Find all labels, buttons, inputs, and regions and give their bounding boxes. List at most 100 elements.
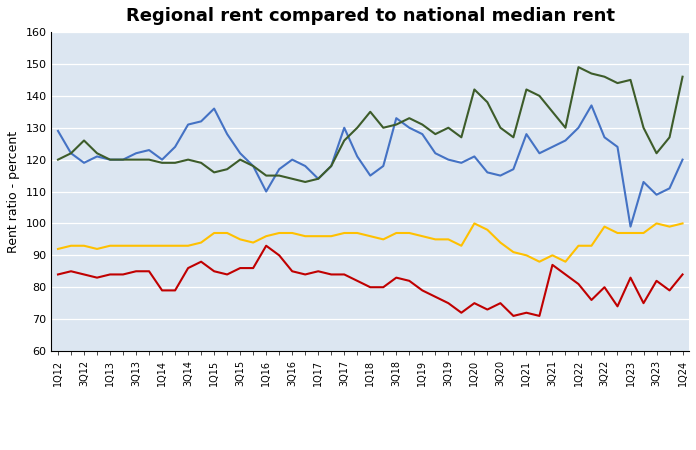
South	[353, 230, 361, 236]
South	[80, 243, 88, 248]
Northeast	[366, 173, 374, 178]
South	[158, 243, 166, 248]
Midwest	[262, 243, 270, 248]
South	[93, 246, 101, 252]
South	[496, 240, 505, 245]
Northeast	[249, 163, 258, 169]
Midwest	[640, 301, 648, 306]
Northeast	[236, 151, 244, 156]
West	[106, 157, 114, 162]
South	[210, 230, 219, 236]
South	[587, 243, 596, 248]
Northeast	[626, 224, 635, 230]
West	[535, 93, 544, 99]
Midwest	[314, 269, 322, 274]
Northeast	[561, 138, 569, 143]
Northeast	[613, 144, 622, 149]
South	[509, 249, 518, 255]
West	[158, 160, 166, 166]
Northeast	[483, 170, 491, 175]
West	[470, 87, 479, 92]
West	[301, 179, 310, 184]
West	[457, 135, 466, 140]
Line: Midwest: Midwest	[58, 246, 683, 316]
Northeast	[314, 176, 322, 181]
Northeast	[67, 151, 75, 156]
Northeast	[652, 192, 661, 198]
Northeast	[184, 122, 192, 127]
South	[626, 230, 635, 236]
Midwest	[405, 278, 413, 284]
Northeast	[444, 157, 452, 162]
West	[119, 157, 127, 162]
South	[418, 234, 427, 239]
Midwest	[158, 288, 166, 293]
Midwest	[171, 288, 180, 293]
Midwest	[132, 269, 140, 274]
Northeast	[132, 151, 140, 156]
West	[262, 173, 270, 178]
South	[601, 224, 609, 230]
Midwest	[184, 266, 192, 271]
South	[470, 220, 479, 226]
Northeast	[119, 157, 127, 162]
Northeast	[288, 157, 296, 162]
West	[314, 176, 322, 181]
South	[67, 243, 75, 248]
South	[679, 220, 687, 226]
Midwest	[574, 281, 583, 287]
Midwest	[496, 301, 505, 306]
South	[119, 243, 127, 248]
Midwest	[509, 313, 518, 319]
Northeast	[601, 135, 609, 140]
Midwest	[665, 288, 674, 293]
Northeast	[197, 119, 205, 124]
West	[431, 131, 439, 137]
Midwest	[431, 294, 439, 300]
West	[236, 157, 244, 162]
Northeast	[535, 151, 544, 156]
South	[340, 230, 349, 236]
South	[54, 246, 62, 252]
South	[145, 243, 153, 248]
West	[652, 151, 661, 156]
West	[340, 138, 349, 143]
West	[509, 135, 518, 140]
South	[561, 259, 569, 265]
South	[457, 243, 466, 248]
Midwest	[353, 278, 361, 284]
West	[405, 116, 413, 121]
Midwest	[470, 301, 479, 306]
South	[665, 224, 674, 230]
South	[288, 230, 296, 236]
Midwest	[197, 259, 205, 265]
Northeast	[587, 103, 596, 108]
Midwest	[379, 284, 388, 290]
South	[640, 230, 648, 236]
South	[522, 252, 530, 258]
West	[327, 163, 335, 169]
Midwest	[457, 310, 466, 315]
West	[444, 125, 452, 130]
West	[392, 122, 400, 127]
West	[483, 99, 491, 105]
Midwest	[626, 275, 635, 280]
South	[392, 230, 400, 236]
Northeast	[392, 116, 400, 121]
Midwest	[93, 275, 101, 280]
Midwest	[327, 272, 335, 277]
Northeast	[405, 125, 413, 130]
Northeast	[496, 173, 505, 178]
West	[223, 166, 231, 172]
Northeast	[665, 186, 674, 191]
West	[80, 138, 88, 143]
Northeast	[353, 154, 361, 159]
Midwest	[275, 252, 283, 258]
Midwest	[679, 272, 687, 277]
West	[561, 125, 569, 130]
West	[418, 122, 427, 127]
Midwest	[236, 266, 244, 271]
Line: South: South	[58, 223, 683, 262]
Midwest	[223, 272, 231, 277]
South	[301, 234, 310, 239]
